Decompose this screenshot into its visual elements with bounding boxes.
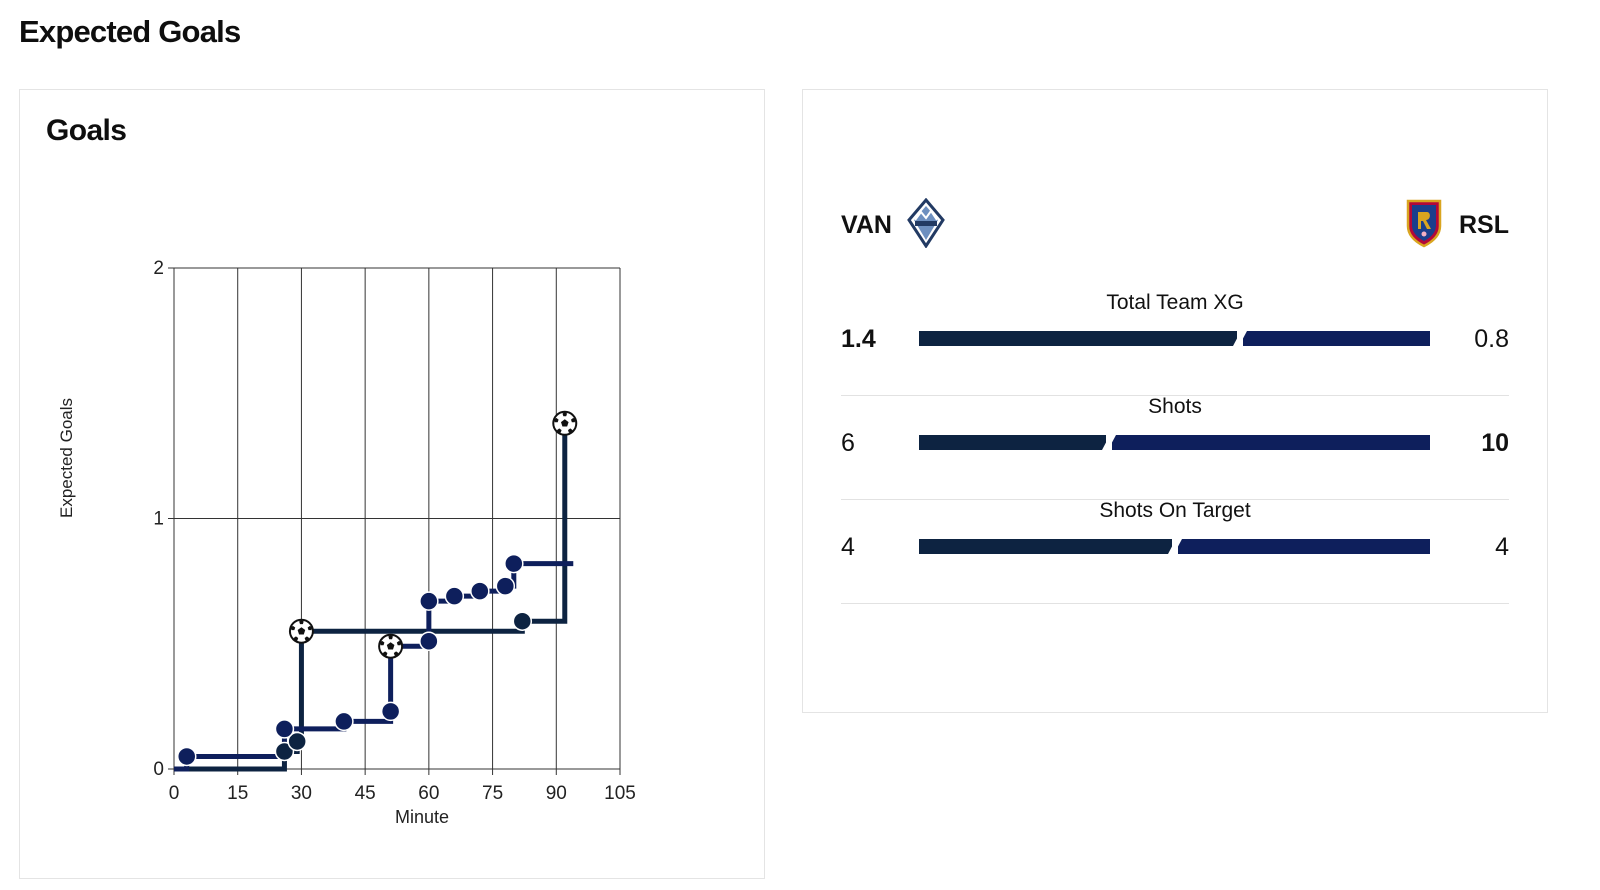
chart-grid — [173, 267, 621, 770]
stat-away-value: 4 — [1495, 533, 1509, 561]
stat-comparison-bar — [919, 435, 1430, 450]
shot-marker — [470, 581, 490, 601]
chart-axes: 0 15 30 45 60 75 90 105 0 1 2 — [153, 258, 635, 804]
soccer-ball-goal-marker — [378, 633, 404, 659]
xg-series-line-2 — [174, 561, 574, 772]
x-tick-label: 75 — [482, 783, 503, 804]
y-tick-label: 1 — [153, 509, 164, 530]
soccer-ball-patch — [393, 651, 399, 656]
stat-row-total-xg: Total Team XG 1.4 0.8 — [841, 291, 1509, 396]
soccer-ball-patch — [562, 411, 568, 417]
x-axis-label: Minute — [395, 807, 449, 827]
shot-marker — [512, 611, 533, 631]
page-title: Expected Goals — [19, 14, 241, 49]
away-team-abbr: RSL — [1459, 211, 1509, 239]
shot-marker — [287, 731, 307, 752]
soccer-ball-patch — [553, 417, 559, 423]
soccer-ball-patch — [556, 428, 562, 433]
x-tick-label: 45 — [355, 783, 376, 804]
soccer-ball-patch — [386, 642, 395, 650]
shot-marker — [419, 631, 439, 651]
xg-series-line-1 — [174, 423, 568, 772]
stat-home-value: 1.4 — [841, 325, 876, 353]
soccer-ball-patch — [290, 625, 296, 631]
stat-row-shots-on-target: Shots On Target 4 4 — [841, 499, 1509, 604]
stat-comparison-bar — [919, 331, 1430, 346]
real-salt-lake-crest-icon — [1405, 198, 1443, 253]
bar-away-segment — [1111, 435, 1430, 450]
soccer-ball-patch — [396, 640, 402, 646]
shot-marker — [419, 591, 439, 611]
stat-home-value: 4 — [841, 533, 855, 561]
stat-label: Shots — [1148, 395, 1202, 418]
soccer-ball-patch — [299, 619, 304, 625]
soccer-ball-patch — [570, 417, 576, 423]
soccer-ball-patch — [297, 627, 306, 635]
y-tick-label: 0 — [153, 759, 164, 780]
chart-card-title: Goals — [46, 114, 127, 147]
shot-marker — [274, 719, 295, 739]
bar-away-segment — [1177, 539, 1430, 554]
whitecaps-crest-icon — [906, 197, 946, 253]
y-axis-label: Expected Goals — [57, 398, 76, 518]
bar-home-segment — [919, 539, 1172, 554]
soccer-ball-goal-marker — [288, 618, 314, 644]
x-tick-label: 15 — [227, 783, 248, 804]
stat-label: Total Team XG — [1106, 291, 1244, 314]
shot-marker — [176, 746, 197, 767]
bar-home-segment — [919, 331, 1238, 346]
shot-marker — [444, 586, 465, 606]
soccer-ball-patch — [560, 419, 569, 427]
soccer-ball-patch — [567, 428, 573, 433]
soccer-ball-patch — [293, 636, 299, 641]
away-team: RSL — [1405, 198, 1509, 253]
x-tick-label: 60 — [418, 783, 439, 804]
stat-row-shots: Shots 6 10 — [841, 395, 1509, 500]
x-tick-label: 90 — [546, 783, 567, 804]
bar-away-segment — [1243, 331, 1430, 346]
team-stats-card: VAN RSL Total Team XG 1.4 — [802, 89, 1548, 713]
soccer-ball-patch — [388, 634, 393, 640]
soccer-ball-patch — [304, 636, 310, 641]
chart-series — [174, 423, 574, 772]
shot-marker — [274, 741, 295, 762]
x-tick-label: 0 — [169, 783, 180, 804]
soccer-ball-goal-marker — [552, 410, 578, 436]
soccer-ball-patch — [307, 625, 313, 631]
xg-timeline-chart: 0 15 30 45 60 75 90 105 0 1 2 Minute Expected Goal… — [57, 258, 636, 827]
home-team-abbr: VAN — [841, 211, 892, 239]
shot-marker — [504, 553, 524, 574]
chart-markers — [176, 410, 578, 767]
stat-comparison-bar — [919, 539, 1430, 554]
soccer-ball-patch — [379, 640, 385, 646]
bar-home-segment — [919, 435, 1106, 450]
xg-chart-card: Goals 0 15 30 45 60 75 90 105 0 1 2 Minute Expecte… — [19, 89, 765, 879]
stat-away-value: 0.8 — [1474, 325, 1509, 353]
stat-away-value: 10 — [1481, 429, 1509, 457]
shot-marker — [495, 576, 516, 596]
x-tick-label: 30 — [291, 783, 312, 804]
shot-marker — [334, 711, 354, 732]
soccer-ball-patch — [382, 651, 388, 656]
y-tick-label: 2 — [153, 258, 164, 279]
x-tick-label: 105 — [604, 783, 636, 804]
stat-home-value: 6 — [841, 429, 855, 457]
stat-label: Shots On Target — [1099, 499, 1251, 522]
home-team: VAN — [841, 197, 946, 253]
shot-marker — [380, 701, 401, 722]
